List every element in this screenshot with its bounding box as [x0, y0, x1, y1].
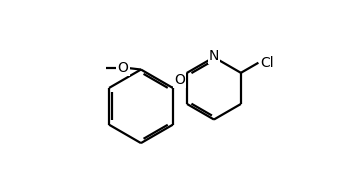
Text: O: O	[175, 73, 185, 87]
Text: O: O	[118, 61, 129, 75]
Text: N: N	[209, 49, 219, 63]
Text: Cl: Cl	[260, 56, 274, 70]
